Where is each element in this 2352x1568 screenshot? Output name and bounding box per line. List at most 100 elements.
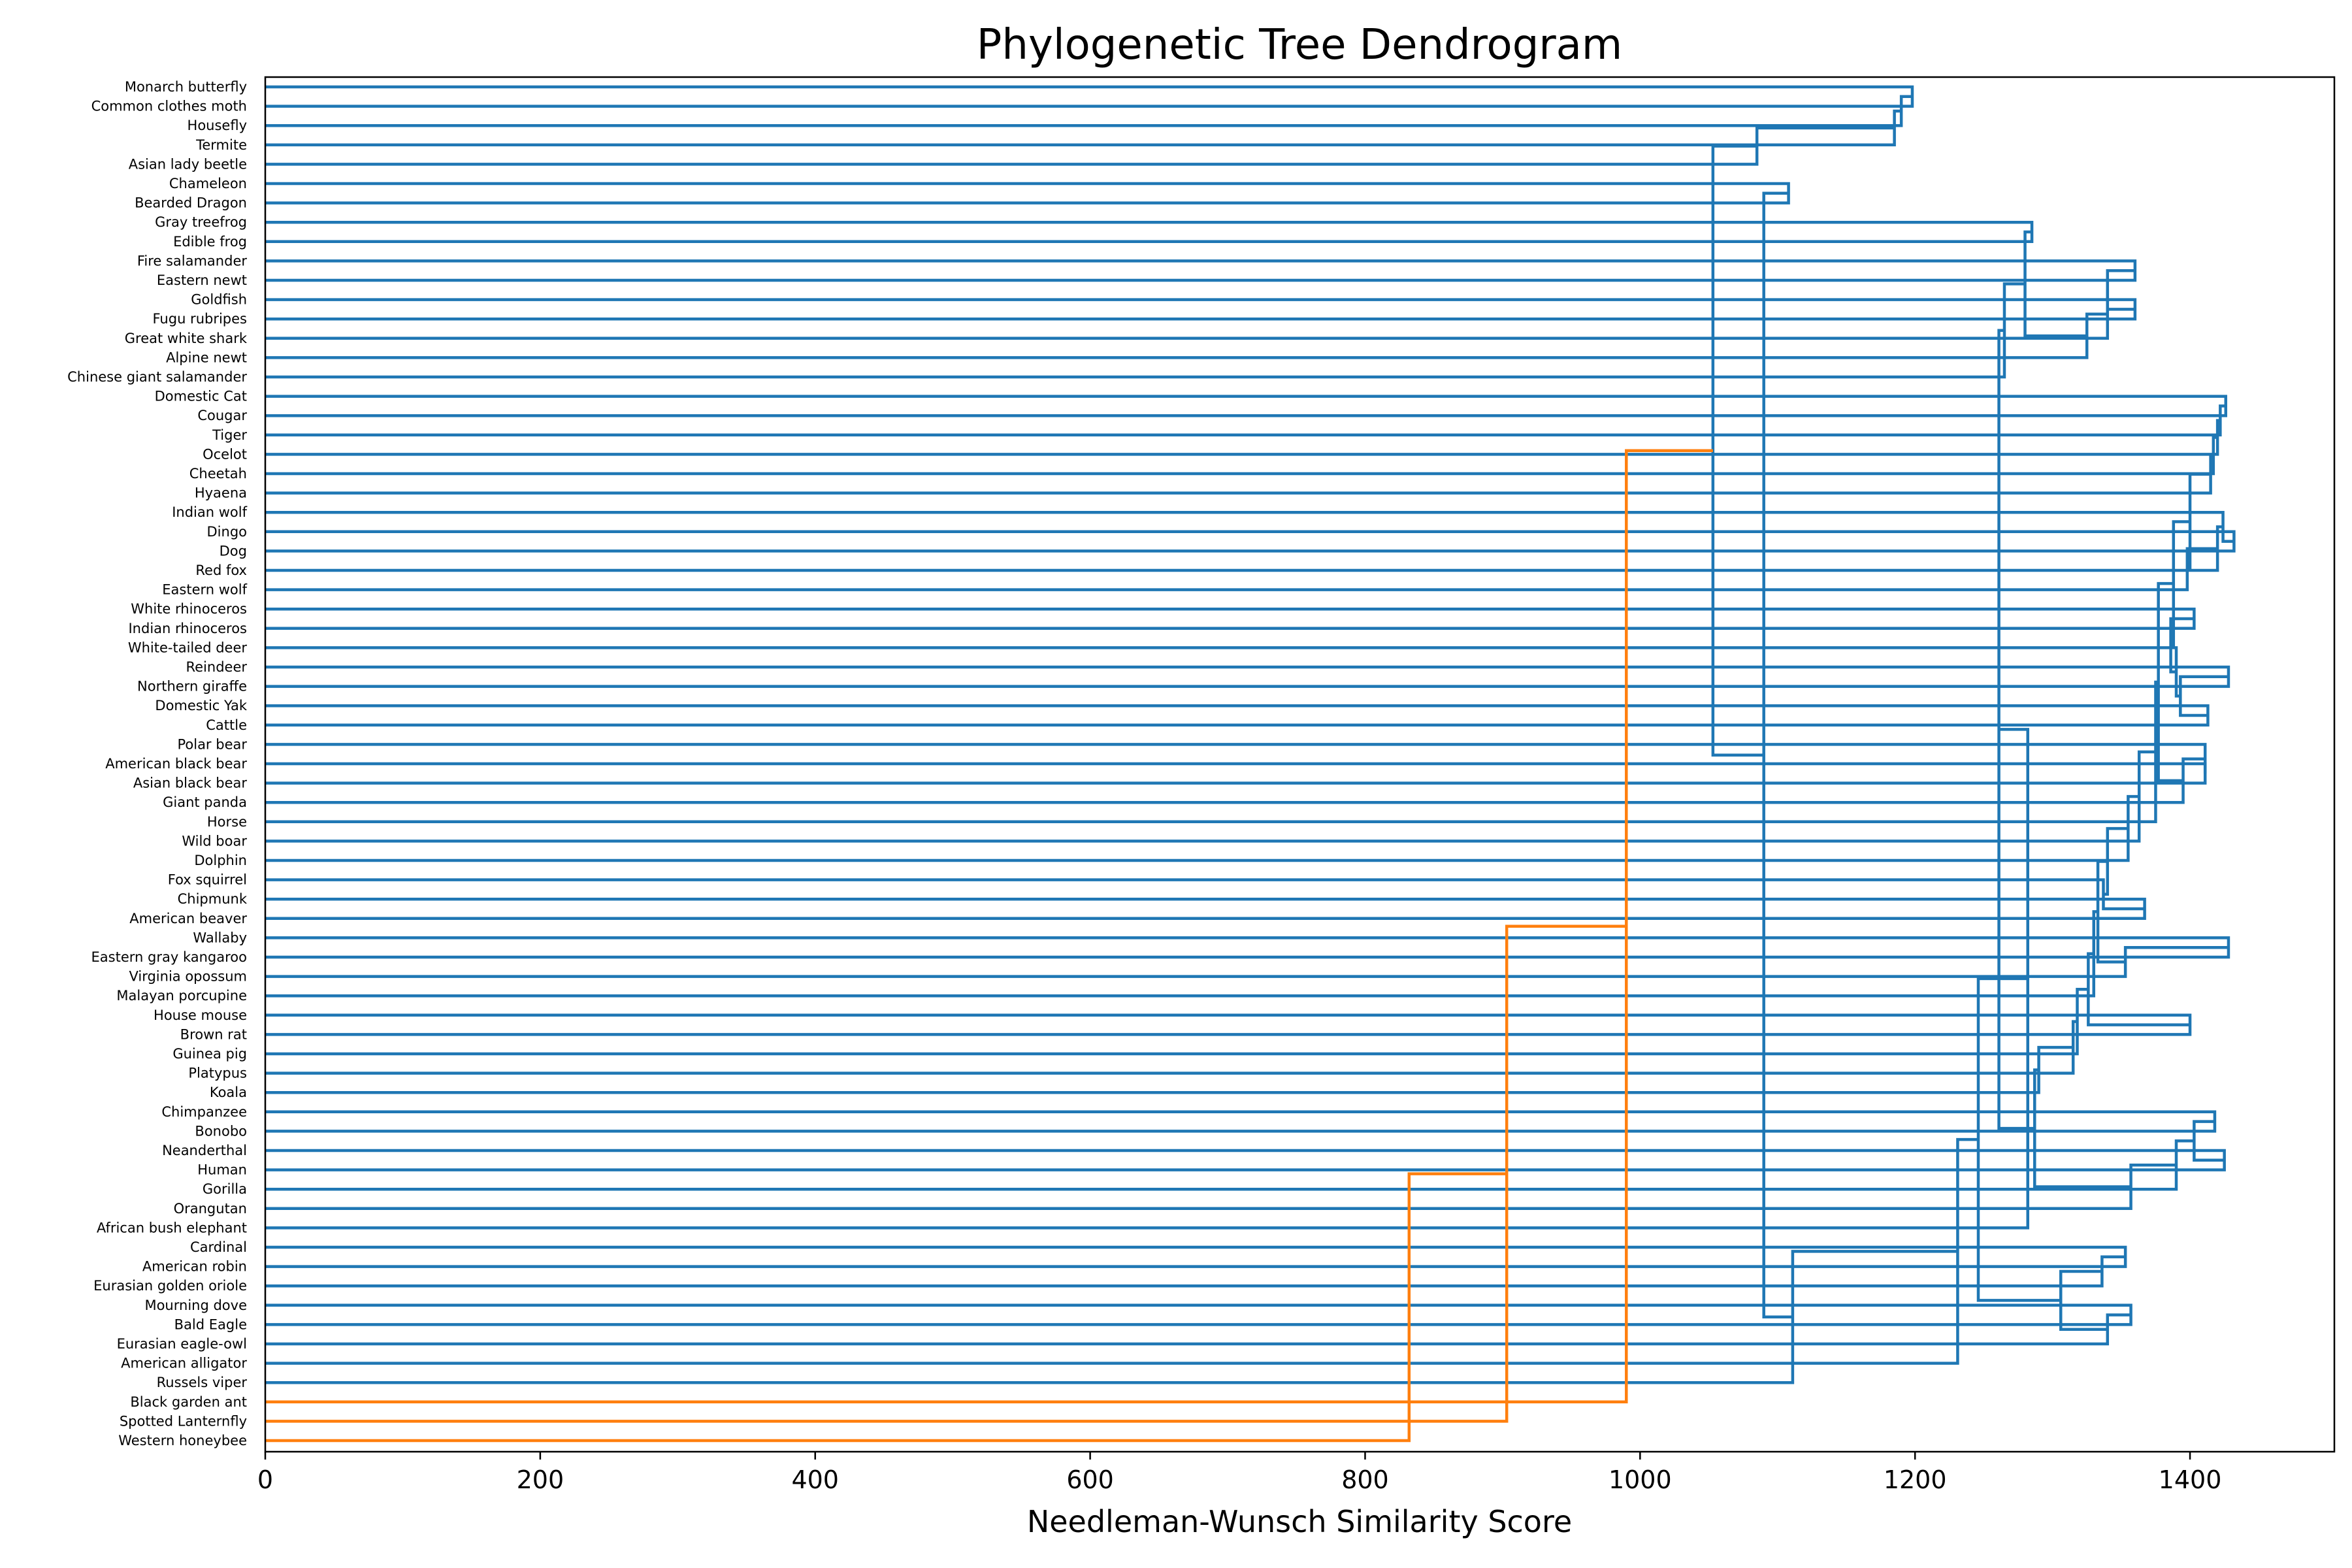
dendrogram-branch [265, 436, 2218, 476]
leaf-label: Monarch butterfly [125, 79, 247, 95]
leaf-label: Bonobo [195, 1123, 247, 1139]
dendrogram-branch [2179, 675, 2229, 717]
leaf-label: Reindeer [186, 659, 247, 675]
dendrogram-branch [265, 878, 2145, 911]
leaf-label: Russels viper [157, 1375, 248, 1390]
dendrogram-branch [1976, 977, 2061, 1302]
leaf-label: House mouse [154, 1007, 247, 1023]
dendrogram-branch [1711, 144, 1764, 757]
leaf-label: American black bear [105, 756, 247, 772]
dendrogram-branch [265, 1313, 2131, 1346]
leaf-label: Housefly [188, 118, 247, 133]
leaf-label: Eurasian golden oriole [93, 1278, 247, 1294]
dendrogram-branch [265, 897, 2146, 921]
dendrogram-branch [265, 1149, 2226, 1171]
dendrogram-branch [265, 704, 2210, 727]
leaf-label: White rhinoceros [131, 601, 247, 617]
dendrogram-branch [265, 404, 2226, 437]
leaf-label: Cardinal [190, 1239, 247, 1255]
dendrogram-branch [265, 728, 2029, 1230]
dendrogram-branch [265, 936, 2230, 959]
leaf-label: Domestic Yak [155, 698, 247, 713]
dendrogram-branch [265, 762, 2207, 785]
dendrogram-branch [265, 419, 2221, 456]
leaf-label: Mourning dove [144, 1298, 247, 1313]
x-tick-label: 400 [791, 1465, 839, 1494]
leaf-label: Asian black bear [133, 776, 248, 791]
leaf-label: Chinese giant salamander [67, 369, 247, 385]
dendrogram-branch [265, 750, 2156, 843]
leaf-label: Asian lady beetle [129, 156, 247, 172]
leaf-label: American alligator [121, 1356, 247, 1371]
dendrogram-branch [265, 312, 2108, 359]
dendrogram-branch [265, 525, 2223, 572]
leaf-label: Chipmunk [178, 891, 248, 907]
dendrogram-branch [2193, 1120, 2225, 1162]
leaf-label: Red fox [195, 563, 247, 578]
leaf-label: Indian wolf [172, 504, 247, 520]
leaf-label: Wild boar [182, 833, 247, 849]
leaf-label: Goldfish [191, 292, 247, 308]
dendrogram-branch [265, 757, 2206, 804]
dendrogram-branch [265, 1013, 2192, 1036]
x-tick-label: 800 [1341, 1465, 1389, 1494]
leaf-label: Spotted Lanternfly [120, 1413, 247, 1429]
leaf-label: Brown rat [180, 1026, 247, 1042]
dendrogram-branch [265, 1255, 2126, 1288]
leaf-label: Eastern gray kangaroo [91, 949, 247, 965]
leaf-label: Cattle [206, 717, 247, 733]
leaf-label: Eastern wolf [162, 582, 247, 598]
leaf-label: Dolphin [194, 853, 247, 868]
dendrogram-branch [2157, 581, 2183, 783]
leaf-label: Human [197, 1162, 247, 1178]
leaf-label: Neanderthal [162, 1143, 247, 1158]
leaf-label: Common clothes moth [91, 99, 247, 114]
leaf-label: Orangutan [174, 1201, 247, 1217]
leaf-label: Northern giraffe [137, 679, 247, 694]
leaf-label: Giant panda [163, 794, 247, 810]
leaf-label: American beaver [129, 911, 247, 926]
x-tick-label: 600 [1066, 1465, 1114, 1494]
dendrogram-branch [2059, 1269, 2108, 1331]
leaf-label: Hyaena [195, 485, 247, 501]
leaf-label: Fox squirrel [168, 872, 247, 888]
leaf-label: Western honeybee [118, 1433, 247, 1448]
leaf-label: Indian rhinoceros [128, 621, 247, 636]
x-tick-label: 1000 [1609, 1465, 1672, 1494]
leaf-label: Bald Eagle [174, 1316, 247, 1332]
leaf-label: Fire salamander [137, 253, 248, 269]
dendrogram-branch [265, 395, 2228, 417]
dendrogram-branch [2187, 472, 2211, 571]
leaf-label: Edible frog [173, 234, 247, 250]
leaf-label: Chameleon [169, 176, 247, 191]
dendrogram-branch [265, 510, 2234, 543]
leaf-label: African bush elephant [97, 1220, 247, 1235]
dendrogram-branch [265, 1137, 1978, 1365]
leaf-label: Termite [195, 137, 247, 153]
dendrogram-branches [265, 85, 2236, 1443]
x-axis-ticks: 0 200 400 600 800 1000 1200 1400 [257, 1452, 2221, 1494]
leaf-label: Gorilla [203, 1181, 247, 1197]
dendrogram-branch [265, 530, 2236, 553]
x-tick-label: 1200 [1884, 1465, 1947, 1494]
leaf-label: Cheetah [189, 466, 247, 482]
leaf-label: Black garden ant [130, 1394, 247, 1410]
dendrogram-branch [2096, 860, 2126, 964]
leaf-label: Domestic Cat [155, 389, 247, 404]
dendrogram-branch [265, 680, 2159, 824]
leaf-label: Gray treefrog [155, 214, 247, 230]
dendrogram-branch [265, 665, 2230, 688]
dendrogram-branch [2023, 230, 2087, 338]
dendrogram-branch [265, 1303, 2132, 1326]
leaf-label: Alpine newt [166, 350, 247, 365]
leaf-label: Virginia opossum [129, 969, 247, 985]
leaf-labels: Monarch butterfly Common clothes moth Hous… [67, 79, 248, 1448]
leaf-label: Tiger [212, 427, 247, 443]
dendrogram-branch [265, 1139, 2195, 1191]
x-tick-label: 0 [257, 1465, 273, 1494]
dendrogram-branch [2087, 952, 2191, 1026]
dendrogram-branch [2103, 826, 2129, 896]
leaf-label: Koala [210, 1085, 247, 1100]
leaf-label: Ocelot [203, 446, 247, 462]
